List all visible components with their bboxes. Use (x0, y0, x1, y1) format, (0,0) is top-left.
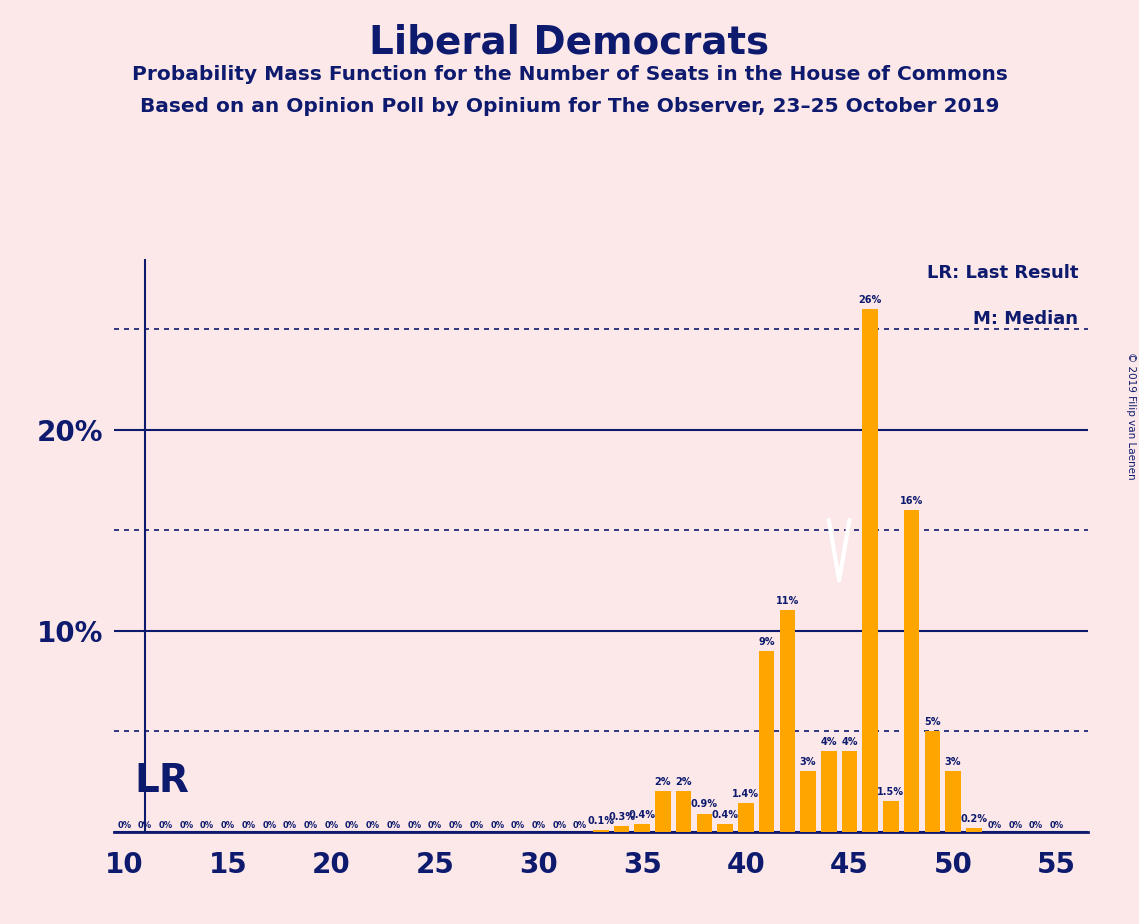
Bar (862, 309, 878, 832)
Text: 0%: 0% (1029, 821, 1043, 830)
Text: 0%: 0% (532, 821, 546, 830)
Text: 11%: 11% (776, 597, 798, 606)
Text: 0.9%: 0.9% (691, 799, 718, 809)
Text: 0%: 0% (325, 821, 338, 830)
Bar (904, 510, 919, 832)
Text: 4%: 4% (842, 737, 858, 748)
Text: 0%: 0% (386, 821, 401, 830)
Text: © 2019 Filip van Laenen: © 2019 Filip van Laenen (1125, 352, 1136, 480)
Text: 0.3%: 0.3% (608, 811, 636, 821)
Text: 0%: 0% (469, 821, 484, 830)
Text: 9%: 9% (759, 637, 775, 647)
Text: 0%: 0% (117, 821, 131, 830)
Text: Based on an Opinion Poll by Opinium for The Observer, 23–25 October 2019: Based on an Opinion Poll by Opinium for … (140, 97, 999, 116)
Bar (779, 611, 795, 832)
Text: 0%: 0% (345, 821, 359, 830)
Text: 0%: 0% (490, 821, 505, 830)
Text: 2%: 2% (655, 777, 671, 787)
Text: Liberal Democrats: Liberal Democrats (369, 23, 770, 61)
Text: 2%: 2% (675, 777, 693, 787)
Text: 1.4%: 1.4% (732, 789, 760, 799)
Bar (801, 772, 816, 832)
Bar (759, 650, 775, 832)
Text: 0%: 0% (179, 821, 194, 830)
Text: 4%: 4% (820, 737, 837, 748)
Text: 0%: 0% (428, 821, 442, 830)
Bar (697, 813, 712, 832)
Text: 0%: 0% (552, 821, 566, 830)
Text: 0.2%: 0.2% (960, 813, 988, 823)
Bar (675, 791, 691, 832)
Bar (718, 823, 732, 832)
Text: 0%: 0% (200, 821, 214, 830)
Text: LR: LR (134, 762, 189, 800)
Text: 0%: 0% (408, 821, 421, 830)
Text: 0%: 0% (221, 821, 235, 830)
Bar (966, 828, 982, 832)
Bar (821, 751, 836, 832)
Text: 0%: 0% (511, 821, 525, 830)
Bar (945, 772, 961, 832)
Text: 0%: 0% (241, 821, 255, 830)
Bar (738, 804, 754, 832)
Text: 0%: 0% (138, 821, 151, 830)
Text: 26%: 26% (859, 295, 882, 305)
Text: 3%: 3% (945, 758, 961, 767)
Text: Probability Mass Function for the Number of Seats in the House of Commons: Probability Mass Function for the Number… (132, 65, 1007, 84)
Text: 0%: 0% (1050, 821, 1064, 830)
Text: LR: Last Result: LR: Last Result (926, 264, 1077, 283)
Text: 16%: 16% (900, 496, 924, 506)
Text: 0%: 0% (449, 821, 462, 830)
Text: 5%: 5% (924, 717, 941, 727)
Text: 0%: 0% (158, 821, 173, 830)
Bar (593, 830, 608, 832)
Text: 0%: 0% (573, 821, 588, 830)
Bar (883, 801, 899, 832)
Bar (655, 791, 671, 832)
Text: 0%: 0% (282, 821, 297, 830)
Bar (925, 731, 940, 832)
Text: 0%: 0% (988, 821, 1001, 830)
Text: 0%: 0% (304, 821, 318, 830)
Text: 0%: 0% (366, 821, 380, 830)
Bar (614, 825, 630, 832)
Bar (842, 751, 858, 832)
Text: 0%: 0% (1008, 821, 1023, 830)
Text: 3%: 3% (800, 758, 817, 767)
Text: 0%: 0% (262, 821, 277, 830)
Text: 0.4%: 0.4% (712, 809, 739, 820)
Text: 0.1%: 0.1% (588, 816, 614, 825)
Bar (634, 823, 650, 832)
Text: 0.4%: 0.4% (629, 809, 656, 820)
Text: 1.5%: 1.5% (877, 787, 904, 797)
Text: M: Median: M: Median (973, 310, 1077, 328)
